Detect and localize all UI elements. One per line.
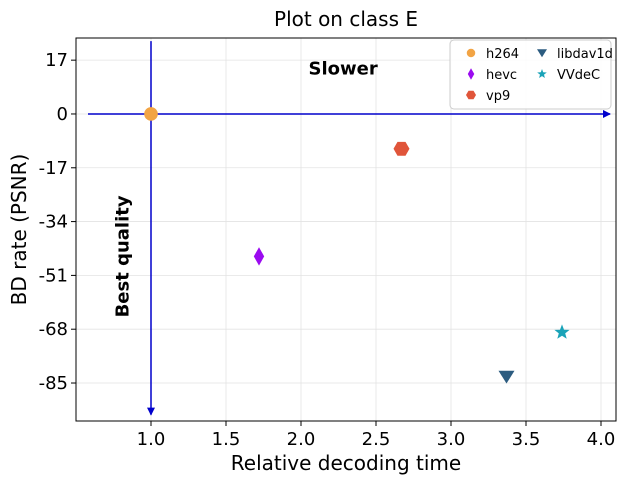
plot-area [75, 37, 617, 422]
point-h264 [144, 107, 158, 121]
y-tick-label: -85 [39, 373, 68, 394]
legend-box [449, 39, 612, 110]
legend-marker-vp9 [466, 90, 476, 100]
legend-marker-libdav1d [537, 49, 547, 58]
legend-label-h264: h264 [486, 47, 519, 62]
legend-label-vvdec: VVdeC [557, 68, 600, 83]
annotation-slower: Slower [309, 58, 378, 79]
chart-title: Plot on class E [274, 7, 418, 31]
y-tick-label: -68 [39, 319, 68, 340]
data-points [144, 107, 570, 384]
legend-marker-vvdec [537, 69, 547, 78]
quadrant-arrows [88, 41, 611, 416]
point-hevc [253, 247, 265, 266]
x-tick-label: 3.0 [437, 429, 466, 450]
point-vp9 [393, 141, 410, 156]
x-tick-label: 1.5 [212, 429, 241, 450]
legend-marker-hevc [467, 68, 475, 80]
legend-label-libdav1d: libdav1d [557, 47, 613, 62]
annotation-best-quality: Best quality [113, 195, 134, 317]
legend-label-vp9: vp9 [486, 89, 510, 104]
legend-label-hevc: hevc [486, 68, 517, 83]
point-vvdec [554, 324, 570, 339]
x-tick-label: 2.5 [362, 429, 391, 450]
x-tick-label: 3.5 [512, 429, 541, 450]
legend: h264 hevc vp9 libdav1d VVdeC [449, 39, 613, 110]
x-axis-title: Relative decoding time [231, 451, 461, 475]
legend-marker-h264 [466, 48, 476, 58]
x-tick-label: 1.0 [137, 429, 166, 450]
y-tick-label: 17 [45, 50, 68, 71]
y-tick-label: -51 [39, 265, 68, 286]
x-tick-label: 2.0 [287, 429, 316, 450]
x-tick-label: 4.0 [587, 429, 616, 450]
annotations: Slower Best quality [113, 58, 378, 317]
y-tick-label: -17 [39, 158, 68, 179]
y-tick-label: -34 [39, 212, 68, 233]
axis-ticks: 1.0 1.5 2.0 2.5 3.0 3.5 4.0 17 0 -17 -34 -51 -68 -85 [39, 50, 616, 450]
y-axis-title: BD rate (PSNR) [7, 154, 31, 306]
point-libdav1d [498, 370, 515, 384]
y-tick-label: 0 [57, 104, 68, 125]
